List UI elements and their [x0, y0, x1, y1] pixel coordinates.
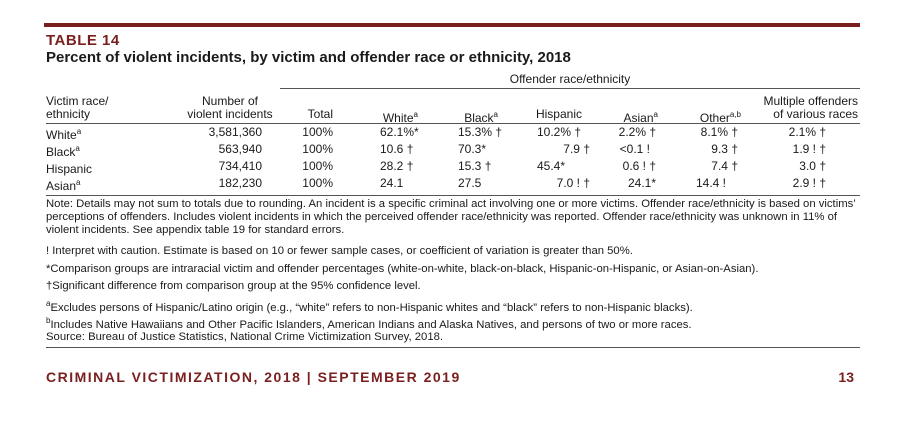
- row-hispanic-other: 7.4 †: [711, 159, 738, 173]
- row-black-victim: Blacka: [46, 144, 80, 159]
- header-black: Blacka: [464, 110, 498, 125]
- row-white-hispanic: 10.2% †: [537, 125, 582, 139]
- table-label: TABLE 14: [46, 32, 120, 49]
- header-total: Total: [307, 107, 333, 121]
- header-white: Whitea: [382, 110, 418, 125]
- row-hispanic-asian: 0.6 ! †: [622, 159, 656, 173]
- header-other: Othera,b: [699, 110, 741, 125]
- row-black-number: 563,940: [218, 142, 262, 156]
- table-bottom-rule: [46, 195, 860, 196]
- row-black-asian: <0.1 !: [619, 142, 650, 156]
- row-hispanic-total: 100%: [302, 159, 333, 173]
- group-header-rule: [280, 88, 860, 89]
- row-white-black: 15.3% †: [458, 125, 503, 139]
- row-white-victim: Whitea: [46, 127, 82, 142]
- header-number: Number of violent incidents: [187, 94, 273, 121]
- header-asian: Asiana: [623, 110, 658, 125]
- row-hispanic-white: 28.2 †: [380, 159, 414, 173]
- row-white-other: 8.1% †: [700, 125, 738, 139]
- offender-group-header: Offender race/ethnicity: [509, 72, 631, 86]
- row-asian-multiple: 2.9 ! †: [792, 176, 826, 190]
- note-significant: †Significant difference from comparison …: [46, 280, 421, 292]
- header-hispanic: Hispanic: [535, 107, 582, 121]
- row-black-hispanic: 7.9 †: [563, 142, 590, 156]
- notes-bottom-rule: [46, 347, 860, 348]
- note-comparison: *Comparison groups are intraracial victi…: [46, 263, 759, 275]
- row-hispanic-number: 734,410: [218, 159, 262, 173]
- page-number: 13: [838, 369, 854, 385]
- row-hispanic-black: 15.3 †: [458, 159, 492, 173]
- note-caution: ! Interpret with caution. Estimate is ba…: [46, 245, 633, 257]
- row-white-white: 62.1%*: [380, 125, 419, 139]
- row-white-total: 100%: [302, 125, 333, 139]
- row-black-white: 10.6 †: [380, 142, 414, 156]
- row-asian-black: 27.5: [458, 176, 482, 190]
- note-b: bIncludes Native Hawaiians and Other Pac…: [46, 316, 692, 331]
- row-white-multiple: 2.1% †: [788, 125, 826, 139]
- header-multiple: Multiple offenders of various races: [763, 94, 859, 121]
- row-asian-hispanic: 7.0 ! †: [556, 176, 590, 190]
- footer-title: CRIMINAL VICTIMIZATION, 2018 | SEPTEMBER…: [46, 369, 461, 385]
- header-victim: Victim race/ ethnicity: [46, 94, 109, 121]
- note-source: Source: Bureau of Justice Statistics, Na…: [46, 331, 444, 343]
- row-white-asian: 2.2% †: [618, 125, 656, 139]
- table-title: Percent of violent incidents, by victim …: [46, 49, 571, 66]
- note-a: aExcludes persons of Hispanic/Latino ori…: [46, 299, 693, 314]
- top-rule: [44, 23, 860, 27]
- header-rule: [46, 123, 860, 124]
- row-asian-other: 14.4 !: [695, 176, 726, 190]
- row-hispanic-multiple: 3.0 †: [799, 159, 826, 173]
- row-asian-white: 24.1: [380, 176, 404, 190]
- row-black-other: 9.3 †: [711, 142, 738, 156]
- row-asian-total: 100%: [302, 176, 333, 190]
- row-white-number: 3,581,360: [208, 125, 262, 139]
- row-asian-number: 182,230: [218, 176, 262, 190]
- row-hispanic-hispanic: 45.4*: [537, 159, 566, 173]
- row-hispanic-victim: Hispanic: [46, 162, 93, 176]
- row-black-total: 100%: [302, 142, 333, 156]
- row-black-black: 70.3*: [458, 142, 487, 156]
- row-asian-asian: 24.1*: [627, 176, 656, 190]
- row-black-multiple: 1.9 ! †: [792, 142, 826, 156]
- row-asian-victim: Asiana: [46, 178, 81, 193]
- note-main: Note: Details may not sum to totals due …: [46, 198, 856, 236]
